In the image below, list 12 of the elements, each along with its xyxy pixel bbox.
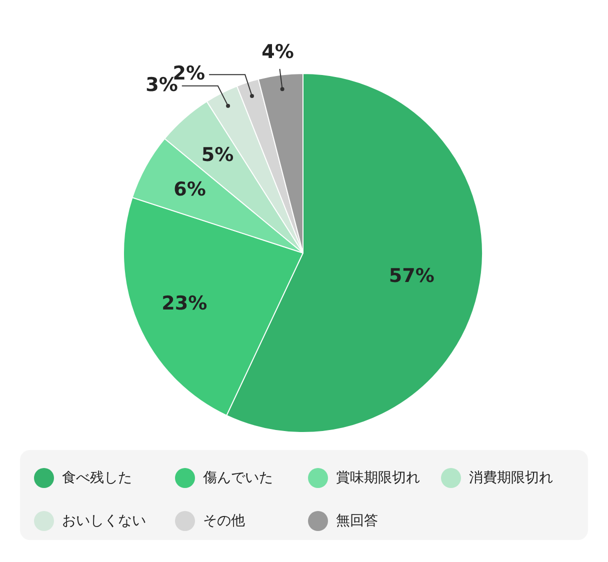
legend-label: おいしくない: [62, 512, 146, 530]
data-label: 5%: [201, 144, 234, 166]
legend-label: 賞味期限切れ: [336, 469, 420, 487]
legend-label: 無回答: [336, 512, 378, 530]
data-label: 23%: [162, 292, 208, 314]
data-label: 4%: [262, 41, 294, 64]
legend-label: 消費期限切れ: [469, 469, 553, 487]
legend-label: 傷んでいた: [203, 469, 273, 487]
legend-label: 食べ残した: [62, 469, 132, 487]
legend-label: その他: [203, 512, 245, 530]
data-label: 57%: [388, 265, 434, 288]
data-label: 6%: [174, 178, 206, 201]
